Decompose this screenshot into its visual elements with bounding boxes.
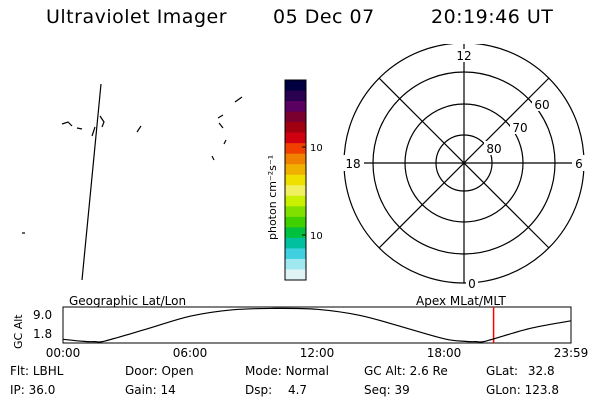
- mlt-label-0: 0: [468, 277, 476, 291]
- x-tick-label: 12:00: [300, 346, 335, 360]
- colorbar-tick-label: 10: [310, 231, 322, 242]
- color-bar: 100 10 photon cm⁻²s⁻¹: [266, 79, 322, 281]
- date-label: 05 Dec 07: [273, 6, 375, 28]
- colorbar-block: [285, 237, 306, 250]
- map-coastline: [217, 114, 224, 129]
- colorbar-block: [285, 248, 306, 260]
- colorbar-block: [285, 227, 306, 239]
- x-tick-label: 23:59: [554, 346, 589, 360]
- info-dsp: Dsp: 4.7: [245, 383, 308, 397]
- lat-label-70: 70: [512, 121, 527, 135]
- lat-label-60: 60: [534, 98, 549, 112]
- colorbar-block: [285, 90, 306, 102]
- map-coastline: [81, 83, 102, 280]
- colorbar-block: [285, 80, 306, 92]
- map-coastline: [91, 126, 96, 137]
- colorbar-block: [285, 258, 306, 271]
- info-seq: Seq: 39: [364, 383, 410, 397]
- colorbar-block: [285, 143, 306, 155]
- altitude-ylabel: GC Alt: [12, 314, 25, 349]
- map-coastline: [223, 139, 227, 145]
- altitude-panel: GC Alt 9.0 1.8 00:00 06:00 12:00 18:00 2…: [12, 306, 589, 360]
- geographic-map: [22, 83, 243, 280]
- info-glat: GLat: 32.8: [486, 364, 555, 378]
- colorbar-block: [285, 269, 306, 281]
- x-tick-label: 06:00: [173, 346, 208, 360]
- map-coastline: [99, 115, 105, 128]
- info-gain: Gain: 14: [125, 383, 176, 397]
- altitude-ytick: 1.8: [33, 327, 52, 341]
- x-tick-label: 00:00: [46, 346, 81, 360]
- colorbar-block: [285, 195, 306, 207]
- colorbar-block: [285, 132, 306, 144]
- colorbar-block: [285, 174, 306, 186]
- altitude-ytick: 9.0: [33, 308, 52, 322]
- colorbar-block: [285, 164, 306, 176]
- colorbar-tick-label: 100: [310, 143, 322, 154]
- lat-label-80: 80: [486, 142, 501, 156]
- map-coastline: [234, 96, 243, 103]
- time-label: 20:19:46 UT: [431, 6, 554, 28]
- info-glon: GLon: 123.8: [486, 383, 559, 397]
- colorbar-block: [285, 101, 306, 113]
- apex-title: Apex MLat/MLT: [416, 294, 506, 308]
- mlt-label-6: 6: [575, 157, 583, 171]
- map-coastline: [76, 127, 83, 130]
- colorbar-label: photon cm⁻²s⁻¹: [266, 155, 279, 240]
- info-door: Door: Open: [125, 364, 194, 378]
- info-ip: IP: 36.0: [10, 383, 56, 397]
- mlt-label-12: 12: [456, 49, 471, 63]
- colorbar-block: [285, 122, 306, 134]
- x-tick-label: 18:00: [427, 346, 462, 360]
- map-coastline: [61, 121, 73, 127]
- altitude-curve: [62, 307, 572, 343]
- colorbar-block: [285, 185, 306, 197]
- mlt-label-18: 18: [345, 157, 360, 171]
- info-mode: Mode: Normal: [245, 364, 329, 378]
- info-gc-alt: GC Alt: 2.6 Re: [364, 364, 448, 378]
- instrument-title: Ultraviolet Imager: [46, 6, 228, 28]
- colorbar-block: [285, 153, 306, 165]
- map-coastline: [211, 155, 215, 161]
- geographic-title: Geographic Lat/Lon: [69, 294, 187, 308]
- map-coastline: [136, 125, 142, 133]
- colorbar-block: [285, 216, 306, 228]
- polar-plot: 12 18 6 0 60 70 80: [342, 44, 586, 291]
- colorbar-block: [285, 111, 306, 123]
- colorbar-block: [285, 206, 306, 218]
- info-flt: Flt: LBHL: [10, 364, 64, 378]
